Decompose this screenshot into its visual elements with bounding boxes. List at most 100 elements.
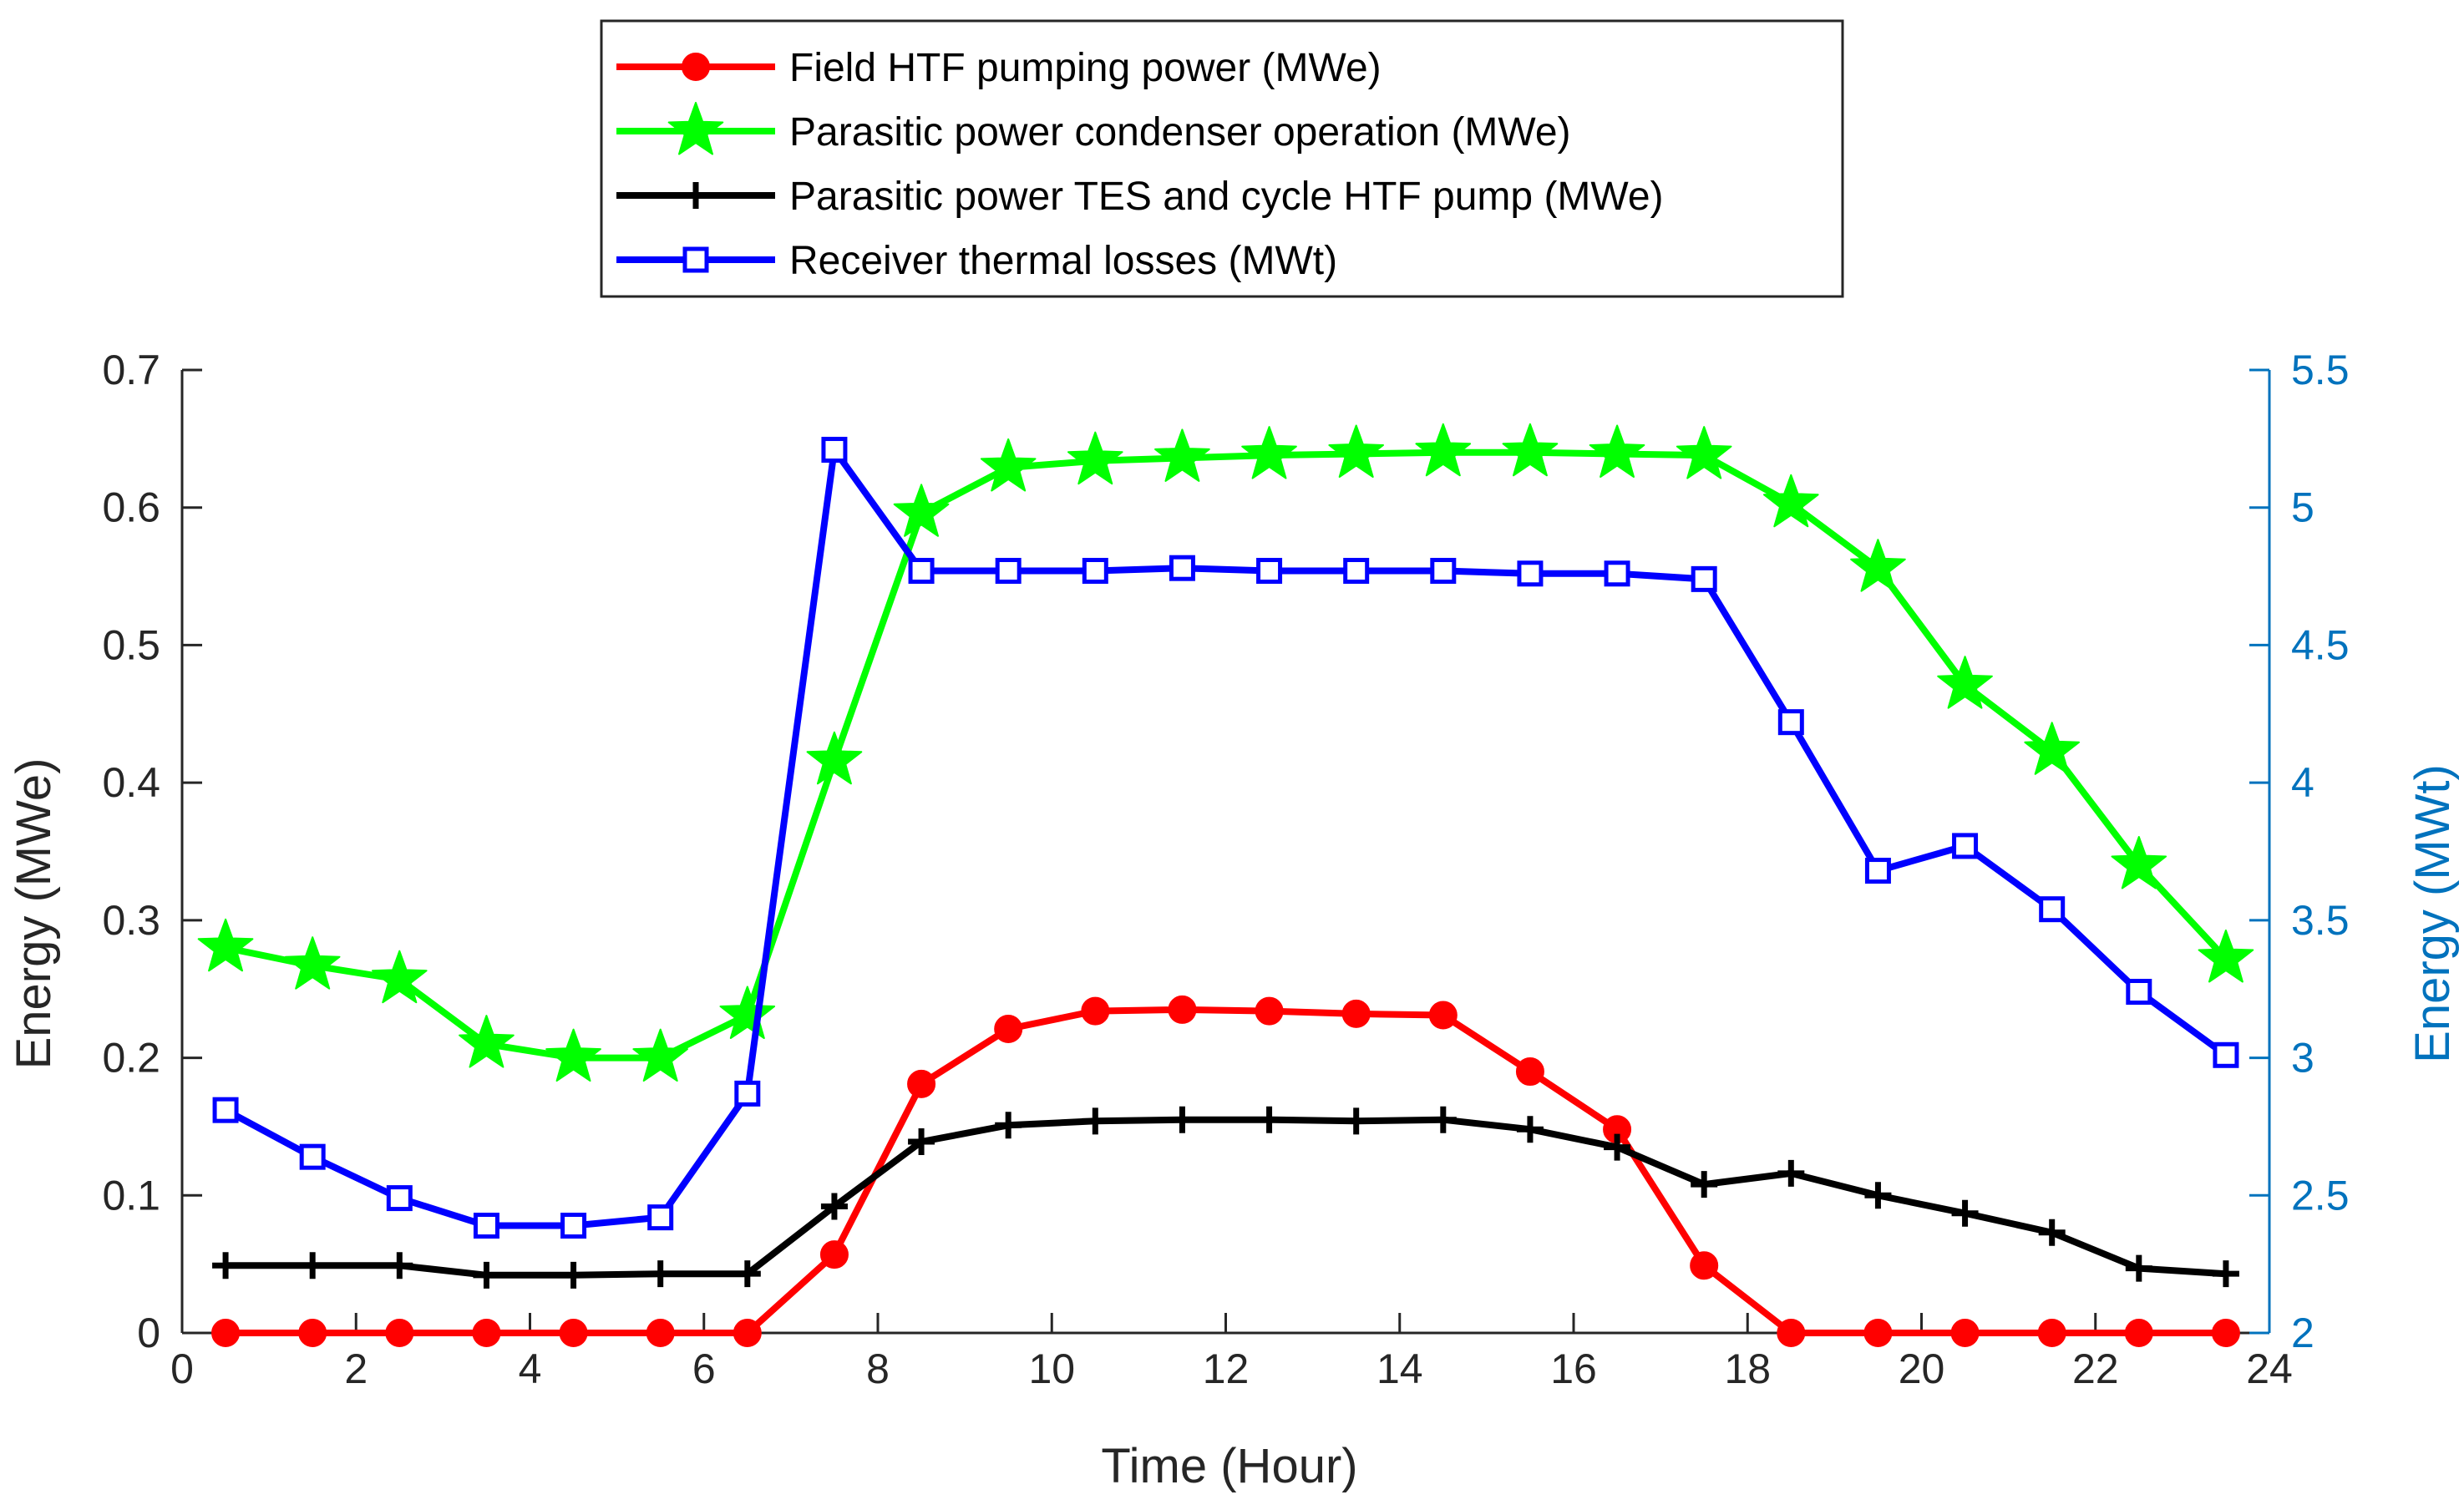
y-left-tick-label: 0 xyxy=(137,1310,160,1356)
data-point xyxy=(1168,995,1197,1024)
x-tick-label: 14 xyxy=(1376,1345,1423,1392)
legend-marker xyxy=(682,182,709,209)
data-point xyxy=(2126,979,2152,1006)
y-right-tick-label: 2 xyxy=(2291,1310,2314,1356)
data-point xyxy=(1255,1106,1283,1133)
data-point xyxy=(646,1260,674,1288)
data-point xyxy=(734,1080,761,1107)
data-point xyxy=(994,1014,1023,1043)
legend-entries: Field HTF pumping power (MWe) Parasitic p… xyxy=(616,46,1664,283)
y-right-tick-label: 2.5 xyxy=(2291,1172,2350,1219)
data-point xyxy=(1342,1107,1370,1135)
legend-entry: Parasitic power TES and cycle HTF pump (… xyxy=(616,175,1664,219)
data-point xyxy=(560,1261,587,1289)
data-point xyxy=(385,1319,414,1347)
data-point xyxy=(1777,709,1804,736)
x-axis: 0 2 4 6 8 10 12 14 16 18 20 22 24 xyxy=(170,1313,2293,1392)
data-point xyxy=(1777,1319,1806,1347)
y-right-tick-label: 4 xyxy=(2291,759,2314,806)
series-3 xyxy=(212,437,2239,1239)
data-point xyxy=(995,1112,1022,1139)
data-point xyxy=(995,557,1022,584)
data-point xyxy=(560,1213,587,1239)
data-point xyxy=(2037,1319,2066,1347)
data-point xyxy=(1082,1107,1109,1135)
data-point xyxy=(1154,428,1210,482)
data-point xyxy=(298,1319,327,1347)
data-point xyxy=(1067,431,1123,485)
y-left-tick-label: 0.5 xyxy=(102,621,160,668)
data-point xyxy=(1763,474,1819,528)
data-point xyxy=(1950,1319,1980,1347)
data-point xyxy=(1430,557,1457,584)
data-point xyxy=(197,918,254,972)
data-point xyxy=(1429,1106,1457,1133)
y-left-tick-label: 0.1 xyxy=(102,1172,160,1219)
data-point xyxy=(2124,1319,2153,1347)
x-tick-label: 24 xyxy=(2246,1345,2293,1392)
data-point xyxy=(299,1143,326,1170)
data-point xyxy=(1937,656,1993,709)
data-point xyxy=(2211,1319,2240,1347)
data-point xyxy=(1515,1057,1544,1087)
data-point xyxy=(2111,836,2167,889)
data-point xyxy=(1690,1251,1719,1280)
y-left-tick-label: 0.6 xyxy=(102,484,160,531)
y-right-tick-label: 5 xyxy=(2291,484,2314,531)
y-left-tick-label: 0.2 xyxy=(102,1035,160,1082)
data-point xyxy=(372,950,428,1004)
series-line xyxy=(222,446,2229,1229)
data-point xyxy=(284,936,341,990)
data-point xyxy=(908,1128,935,1156)
data-point xyxy=(473,1213,499,1239)
data-point xyxy=(1081,996,1110,1026)
x-tick-label: 8 xyxy=(866,1345,890,1392)
data-point xyxy=(819,1240,849,1269)
data-point xyxy=(1691,565,1717,592)
data-point xyxy=(386,1252,413,1279)
data-point xyxy=(1676,426,1732,479)
data-point xyxy=(893,484,950,537)
data-point xyxy=(212,1252,240,1279)
data-point xyxy=(299,1252,327,1279)
data-point xyxy=(2039,896,2066,923)
legend-entry: Field HTF pumping power (MWe) xyxy=(616,46,1382,90)
data-point xyxy=(647,1204,674,1231)
data-point xyxy=(733,1260,761,1288)
data-point xyxy=(2125,1254,2152,1282)
series-0 xyxy=(211,995,2240,1347)
y-right-tick-label: 3 xyxy=(2291,1035,2314,1082)
series-layer xyxy=(197,423,2254,1347)
y-left-tick-label: 0.7 xyxy=(102,347,160,393)
data-point xyxy=(632,1028,688,1082)
data-point xyxy=(821,437,848,464)
x-tick-label: 20 xyxy=(1899,1345,1945,1392)
x-tick-label: 16 xyxy=(1550,1345,1597,1392)
legend-label: Receiver thermal losses (MWt) xyxy=(789,239,1337,283)
y-axis-right: 2 2.5 3 3.5 4 4.5 5 5.5 xyxy=(2249,347,2350,1356)
data-point xyxy=(1343,557,1370,584)
data-point xyxy=(1604,1133,1631,1161)
x-tick-label: 18 xyxy=(1724,1345,1771,1392)
data-point xyxy=(1864,858,1891,884)
x-tick-label: 10 xyxy=(1028,1345,1075,1392)
data-point xyxy=(1604,560,1630,587)
y-right-tick-label: 5.5 xyxy=(2291,347,2350,393)
data-point xyxy=(211,1319,241,1347)
data-point xyxy=(1241,426,1297,479)
y-axis-right-label: Energy (MWt) xyxy=(2406,764,2460,1063)
data-point xyxy=(1255,996,1284,1026)
series-1 xyxy=(197,423,2254,1082)
data-point xyxy=(820,1193,848,1220)
data-point xyxy=(1952,833,1979,859)
legend-marker xyxy=(682,53,710,81)
data-point xyxy=(1951,1199,1979,1227)
data-point xyxy=(1341,999,1371,1028)
data-point xyxy=(646,1319,675,1347)
y-axis-left-label: Energy (MWe) xyxy=(7,758,61,1070)
data-point xyxy=(1082,557,1108,584)
legend-label: Field HTF pumping power (MWe) xyxy=(789,46,1382,90)
data-point xyxy=(1169,1106,1196,1133)
y-left-tick-label: 0.3 xyxy=(102,897,160,944)
